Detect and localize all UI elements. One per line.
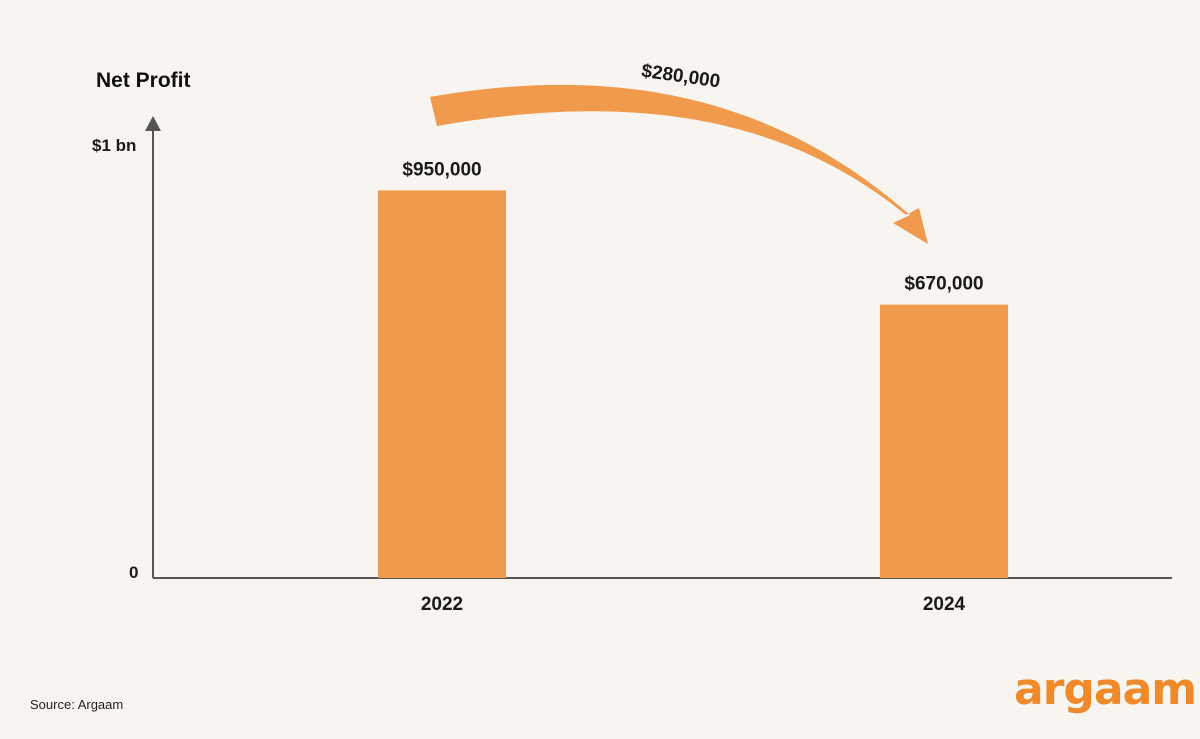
curved-arrow-icon [430, 84, 928, 244]
x-tick-2022: 2022 [421, 594, 463, 615]
y-tick-zero: 0 [129, 563, 138, 582]
chart-title: Net Profit [96, 69, 191, 92]
x-tick-2024: 2024 [923, 594, 966, 615]
bar-2022 [378, 190, 506, 578]
value-label-2022: $950,000 [402, 159, 481, 180]
y-axis-arrow-icon [145, 116, 161, 131]
source-note: Source: Argaam [30, 697, 124, 712]
y-tick-max: $1 bn [92, 136, 136, 155]
y-axis [145, 116, 161, 578]
value-label-2024: $670,000 [904, 274, 983, 295]
bar-2024 [880, 304, 1008, 578]
argaam-logo: argaam [1014, 664, 1197, 715]
change-label: $280,000 [640, 61, 721, 93]
